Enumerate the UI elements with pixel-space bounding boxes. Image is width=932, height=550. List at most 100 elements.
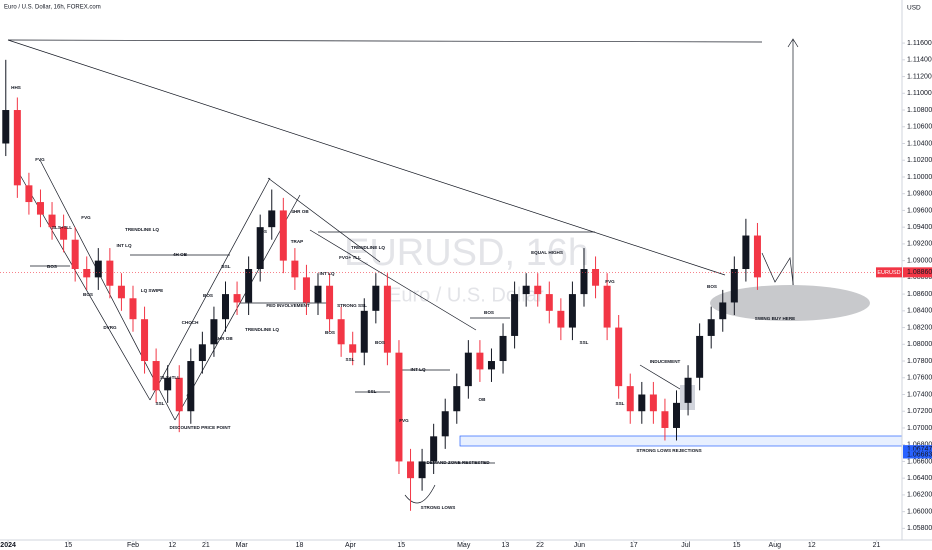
candle-body (360, 310, 368, 353)
y-tick-label: 1.08400 (907, 308, 932, 315)
y-tick-label: 1.09600 (907, 207, 932, 214)
annotation: SSL (580, 340, 589, 345)
candle-body (383, 285, 391, 353)
annotation: BOS (325, 330, 335, 335)
candle-body (545, 294, 553, 311)
arrow-head (787, 38, 799, 48)
candle-body (141, 319, 149, 362)
candle-body (372, 285, 380, 311)
annotation: DVRG (103, 325, 117, 330)
candle-body (534, 285, 542, 295)
candle-body (395, 352, 403, 462)
annotation: CHOCH (182, 320, 200, 325)
candle-body (164, 377, 172, 391)
x-tick-label: 17 (630, 542, 638, 549)
annotation: EQUAL HIGHS (531, 250, 563, 255)
candle-body (487, 361, 495, 370)
price-line-label: 1.06683 (907, 451, 932, 458)
annotation: BOS (203, 293, 213, 298)
annotation: FVG (399, 418, 409, 423)
y-tick-label: 1.08000 (907, 341, 932, 348)
y-tick-label: 1.10000 (907, 174, 932, 181)
projection-path (761, 252, 796, 301)
y-tick-label: 1.08800 (907, 274, 932, 281)
y-tick-label: 1.07400 (907, 391, 932, 398)
candle-body (48, 214, 56, 228)
y-tick-label: 1.06400 (907, 475, 932, 482)
annotation: BOS (375, 340, 385, 345)
price-line-label: 1.06747 (907, 446, 932, 453)
y-tick-label: 1.08200 (907, 324, 932, 331)
candle-body (407, 461, 415, 479)
x-tick-label: 21 (202, 542, 210, 549)
annotation: BSL (221, 264, 230, 269)
candle-body (233, 294, 241, 303)
candle-body (511, 294, 519, 336)
candle-body (707, 319, 715, 336)
x-tick-label: 13 (501, 542, 509, 549)
annotation: DEMAND ZONE RESTESTED (426, 460, 490, 465)
annotation: OB (187, 393, 195, 398)
annotation: TRAP (291, 239, 304, 244)
annotation: SLS+TLL (160, 375, 180, 380)
swing-buy-zone (710, 285, 870, 321)
plot (2, 59, 761, 511)
last-price-label: 1.08860 (907, 269, 932, 276)
candle-body (430, 436, 438, 462)
x-tick-label: Apr (345, 542, 357, 549)
annotation: TRENDLINE LQ (351, 245, 385, 250)
candle-body (326, 285, 334, 320)
candle-body (522, 285, 530, 295)
candle-body (175, 377, 183, 412)
candle-body (742, 235, 750, 269)
y-tick-label: 1.09400 (907, 224, 932, 231)
x-tick-label: 18 (296, 542, 304, 549)
y-tick-label: 1.09800 (907, 191, 932, 198)
annotation: FVG (35, 157, 45, 162)
annotation: 4H OB (173, 252, 188, 257)
annotation: BOS (484, 310, 494, 315)
annotation: SWING BUY HERE (755, 316, 796, 321)
candle-body (649, 394, 657, 412)
x-tick-label: Feb (127, 542, 139, 549)
y-tick-label: 1.07000 (907, 425, 932, 432)
candle-body (198, 344, 206, 362)
candle-body (441, 411, 449, 437)
channel-line (39, 159, 176, 421)
annotation: SSL (368, 389, 377, 394)
annotation: STRONG SSL (337, 303, 367, 308)
y-tick-label: 1.10600 (907, 124, 932, 131)
candle-body (626, 386, 634, 412)
candle-body (464, 352, 472, 387)
candle-body (13, 110, 21, 186)
annotation: TRENDLINE LQ (245, 327, 279, 332)
candle-body (603, 285, 611, 328)
candle-body (291, 260, 299, 278)
candle-body (314, 285, 322, 303)
annotation: INT LQ (410, 367, 425, 372)
candle-body (106, 260, 114, 286)
annotation: SSL (616, 401, 625, 406)
candle-body (36, 202, 44, 215)
candle-body (71, 239, 79, 269)
y-tick-label: 1.06600 (907, 458, 932, 465)
annotation: 4HR OB (215, 336, 233, 341)
annotation: DISCOUNTED PRICE POINT (170, 425, 231, 430)
x-tick-label: 12 (808, 542, 816, 549)
candle-body (245, 268, 253, 303)
annotation: OB (479, 397, 487, 402)
candle-body (210, 319, 218, 345)
y-tick-label: 1.09000 (907, 257, 932, 264)
candle-body (256, 227, 264, 269)
candle-body (83, 268, 91, 278)
annotation: LQ SWIPE (141, 288, 163, 293)
candle-body (476, 352, 484, 370)
annotation: SSL (156, 401, 165, 406)
annotation: HHS (11, 85, 21, 90)
candle-body (129, 298, 137, 320)
annotation: STRONG LOWS (421, 505, 456, 510)
candle-body (568, 294, 576, 328)
candle-body (615, 327, 623, 387)
y-tick-label: 1.06200 (907, 492, 932, 499)
